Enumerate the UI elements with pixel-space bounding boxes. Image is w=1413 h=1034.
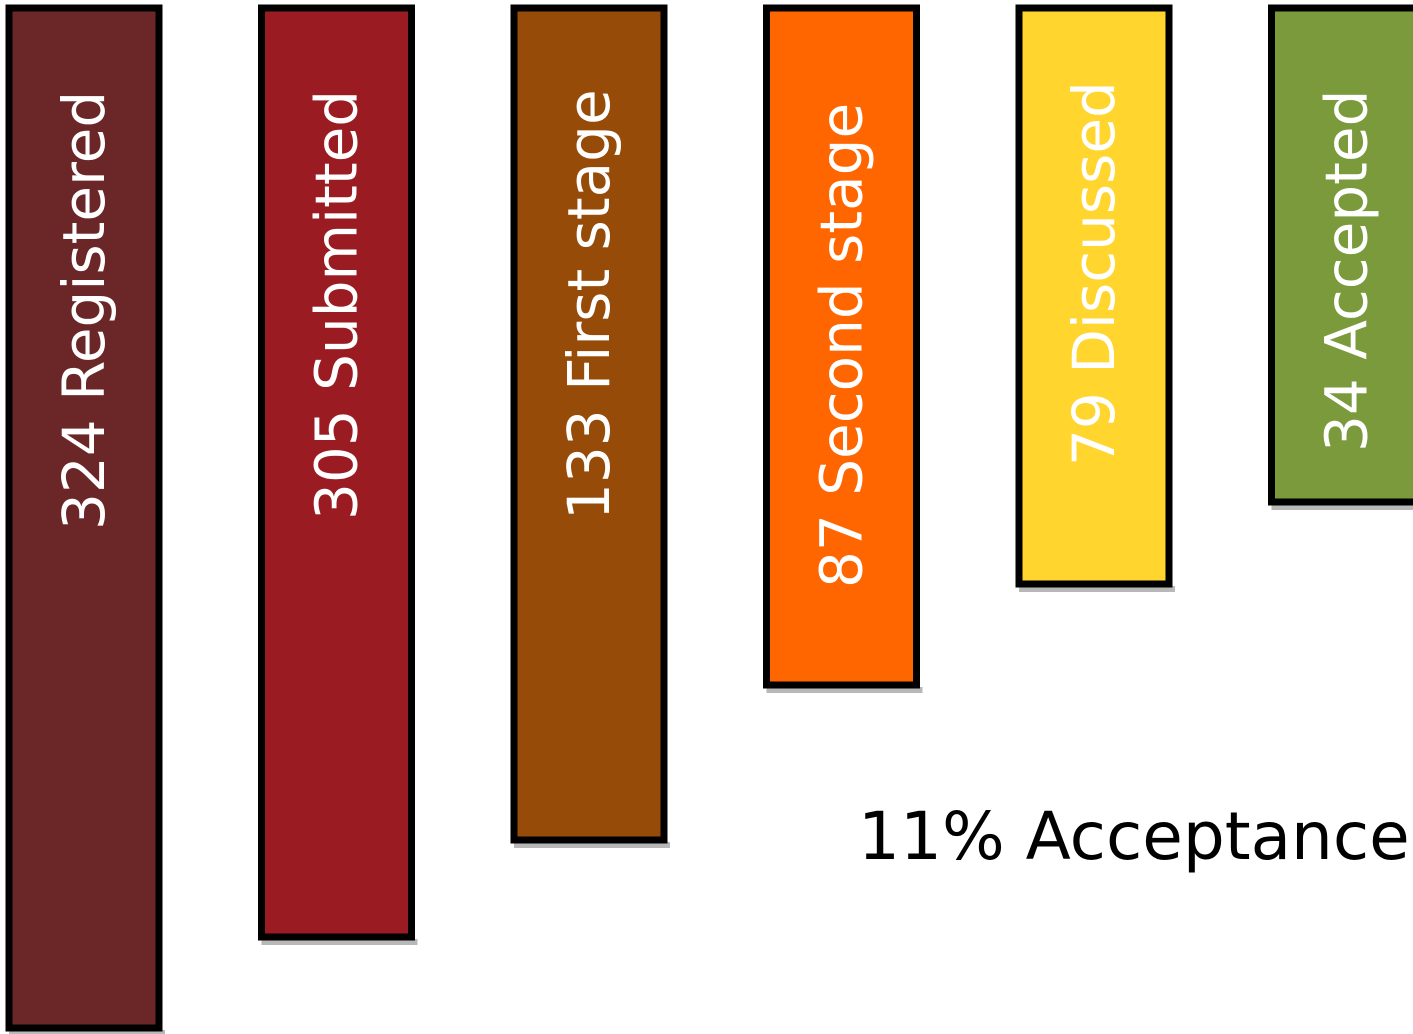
bars-layer — [5, 4, 1413, 1034]
bar-shadow — [514, 842, 670, 848]
bar-registered — [5, 4, 163, 1032]
bar-submitted — [258, 4, 415, 941]
bar-discussed — [1015, 4, 1173, 588]
bar-shadow — [1271, 504, 1413, 510]
acceptance-annotation: 11% Acceptance — [858, 798, 1410, 875]
bar-second-stage — [763, 4, 920, 689]
bar-labels-layer: 324 Registered 305 Submitted 133 First sta… — [50, 81, 1381, 588]
bar-label: 324 Registered — [50, 91, 118, 530]
bar-label: 133 First stage — [555, 89, 623, 520]
bar-label: 79 Discussed — [1060, 81, 1128, 466]
bar-shadow — [9, 1030, 165, 1034]
bar-shadow — [766, 687, 923, 693]
bar-shadow — [261, 939, 418, 945]
bar-label: 34 Accepted — [1313, 90, 1381, 452]
bar-shadow — [1019, 586, 1175, 592]
bar-accepted — [1268, 4, 1413, 506]
bar-first-stage — [510, 4, 668, 844]
bar-label: 87 Second stage — [808, 103, 876, 588]
bar-label: 305 Submitted — [303, 90, 371, 520]
